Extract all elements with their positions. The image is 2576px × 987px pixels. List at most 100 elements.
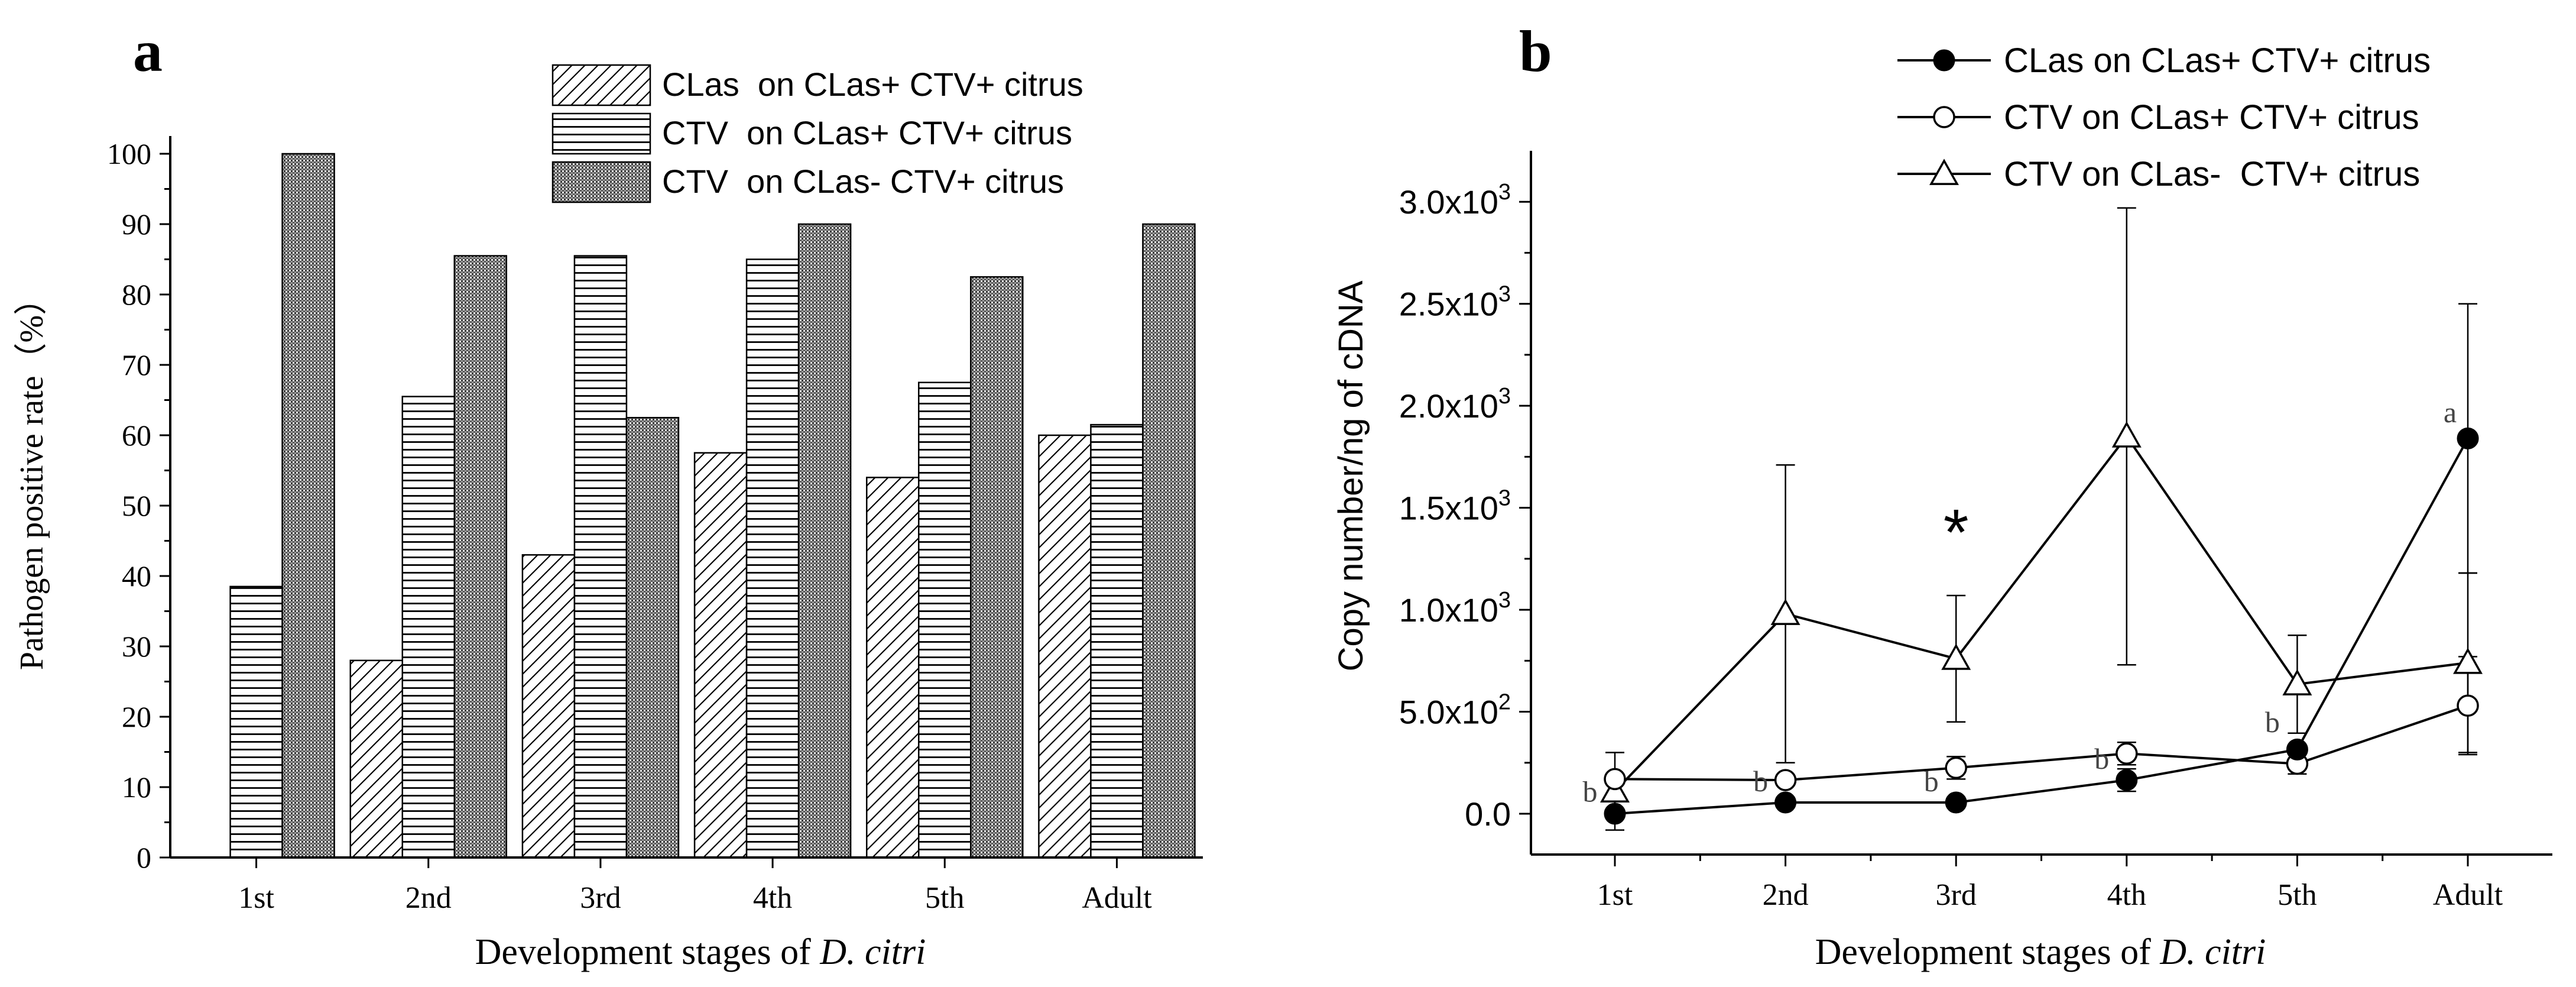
panel-b-y-tick-label: 2.5x103 — [1399, 282, 1511, 323]
panel-a-legend-label-3: CTV on CLas- CTV+ citrus — [662, 163, 1064, 200]
panel-b-x-tick-label: Adult — [2433, 878, 2503, 912]
panel-a-x-axis-label-italic: D. citri — [819, 932, 926, 972]
panel-a-legend-label-1: CLas on CLas+ CTV+ citrus — [662, 66, 1083, 103]
panel-b-point-ctv-on-clas-ctv-citrus-4th — [2111, 421, 2142, 448]
panel-b-point-clas-on-clas-ctv-citrus-3rd — [1945, 791, 1967, 814]
significance-letter: a — [2444, 396, 2457, 429]
panel-b-point-clas-on-clas-ctv-citrus-adult — [2457, 427, 2479, 449]
panel-a-legend-swatch-3 — [551, 161, 651, 203]
panel-a-bar-ctv-on-clas-ctv-citrus-3rd — [625, 417, 680, 859]
panel-b-y-tick-base: 5.0x10 — [1399, 694, 1498, 731]
panel-a-y-tick-label: 10 — [122, 771, 151, 804]
panel-b-y-tick-base: 0.0 — [1465, 795, 1511, 833]
panel-b-legend-label-3: CTV on CLas- CTV+ citrus — [2004, 155, 2420, 193]
panel-a-y-tick-label: 100 — [107, 137, 151, 170]
panel-a-x-tick-label: 5th — [925, 881, 964, 915]
panel-a-bar-clas-on-clas-ctv-citrus-4th — [693, 452, 748, 859]
panel-b-legend-label-1: CLas on CLas+ CTV+ citrus — [2004, 41, 2431, 80]
panel-a-y-tick-label: 30 — [122, 630, 151, 663]
significance-letter: b — [1583, 775, 1598, 808]
panel-b-x-axis-label: Development stages of D. citri — [1815, 932, 2266, 972]
panel-b-legend-marker-2 — [1933, 106, 1955, 128]
panel-a-y-tick-label: 40 — [122, 559, 151, 593]
significance-asterisk: * — [1944, 496, 1969, 569]
panel-a-legend-swatch-1 — [551, 64, 651, 106]
panel-b-y-tick-exponent: 3 — [1498, 180, 1511, 205]
panel-a-bar-ctv-on-clas-ctv-citrus-2nd — [401, 396, 455, 859]
panel-a-x-tick-label: Adult — [1082, 881, 1152, 915]
panel-a-bar-ctv-on-clas-ctv-citrus-4th — [797, 223, 852, 859]
panel-b-x-tick-label: 5th — [2277, 878, 2317, 912]
panel-a-bar-ctv-on-clas-ctv-citrus-4th — [745, 258, 800, 859]
panel-a-y-axis-label: Pathogen positive rate（%） — [14, 282, 50, 670]
panel-a-x-tick-label: 4th — [753, 881, 792, 915]
panel-a-x-tick-label: 1st — [238, 881, 274, 915]
panel-b-x-tick-label: 4th — [2107, 878, 2146, 912]
panel-b-axes: 0.05.0x1021.0x1031.5x1032.0x1032.5x1033.… — [1399, 151, 2552, 912]
panel-a-bar-ctv-on-clas-ctv-citrus-1st — [229, 585, 283, 859]
panel-b-point-ctv-on-clas-ctv-citrus-2nd — [1774, 769, 1797, 791]
panel-b-y-tick-exponent: 3 — [1498, 384, 1511, 409]
panel-a-bar-ctv-on-clas-ctv-citrus-3rd — [573, 255, 628, 859]
panel-b-x-tick-label: 1st — [1597, 878, 1633, 912]
panel-a-y-tick-label: 90 — [122, 208, 151, 241]
panel-b-x-tick-label: 2nd — [1763, 878, 1809, 912]
panel-b-y-tick-label: 3.0x103 — [1399, 180, 1511, 221]
panel-a-y-tick-label: 50 — [122, 489, 151, 522]
panel-b-point-ctv-on-clas-ctv-citrus-2nd — [1770, 598, 1800, 625]
panel-b-legend-label-2: CTV on CLas+ CTV+ citrus — [2004, 98, 2419, 137]
panel-b-y-tick-label: 1.0x103 — [1399, 588, 1511, 629]
panel-b-point-ctv-on-clas-ctv-citrus-adult — [2457, 694, 2479, 717]
panel-a-y-tick-label: 70 — [122, 348, 151, 381]
panel-b-line-ctv-on-clas-ctv-citrus — [1614, 704, 2468, 782]
panel-a-y-tick-label: 0 — [137, 841, 151, 874]
panel-b-y-tick-base: 1.0x10 — [1399, 591, 1498, 629]
panel-b-y-tick-exponent: 3 — [1498, 588, 1511, 613]
panel-b-y-tick-label: 2.0x103 — [1399, 384, 1511, 425]
panel-b-y-axis-label: Copy number/ng of cDNA — [1332, 280, 1370, 671]
panel-b-point-ctv-on-clas-ctv-citrus-3rd — [1945, 756, 1967, 779]
panel-a-bar-chart: a 0 10 20 30 40 50 60 70 80 90 100 1st 2nd 3rd 4th 5th A… — [14, 18, 1203, 972]
panel-a-bar-clas-on-clas-ctv-citrus-3rd — [521, 554, 576, 859]
panel-b-y-tick-base: 2.5x10 — [1399, 286, 1498, 323]
panel-b-line-clas-on-clas-ctv-citrus — [1614, 438, 2469, 816]
significance-letter: b — [2094, 742, 2109, 775]
panel-b-label: b — [1519, 18, 1552, 84]
significance-letter: b — [1753, 765, 1768, 798]
panel-a-axes: 0 10 20 30 40 50 60 70 80 90 100 1st 2nd 3rd 4th 5th Adu… — [107, 136, 1203, 915]
panel-b-line-chart: b 0.05.0x1021.0x1031.5x1032.0x1032.5x103… — [1332, 18, 2552, 972]
panel-a-bar-ctv-on-clas-ctv-citrus-adult — [1090, 423, 1144, 859]
panel-a-x-tick-label: 2nd — [405, 881, 452, 915]
panel-b-y-tick-base: 1.5x10 — [1399, 490, 1498, 527]
panel-b-legend: CLas on CLas+ CTV+ citrus CTV on CLas+ CT… — [1897, 41, 2431, 193]
panel-b-y-tick-label: 1.5x103 — [1399, 486, 1511, 527]
panel-b-x-axis-label-italic: D. citri — [2159, 932, 2266, 972]
panel-a-bar-ctv-on-clas-ctv-citrus-adult — [1142, 223, 1196, 859]
panel-b-y-tick-base: 2.0x10 — [1399, 387, 1498, 425]
panel-a-bar-clas-on-clas-ctv-citrus-adult — [1038, 434, 1092, 859]
panel-a-label: a — [133, 18, 163, 84]
panel-a-y-tick-label: 60 — [122, 419, 151, 452]
panel-a-legend: CLas on CLas+ CTV+ citrus CTV on CLas+ CT… — [551, 64, 1083, 203]
panel-a-bar-ctv-on-clas-ctv-citrus-5th — [918, 381, 972, 859]
panel-b-point-ctv-on-clas-ctv-citrus-5th — [2282, 669, 2312, 695]
panel-a-legend-swatch-2 — [551, 112, 651, 155]
panel-b-y-tick-label: 5.0x102 — [1399, 690, 1511, 731]
panel-a-x-tick-label: 3rd — [580, 881, 621, 915]
panel-b-y-tick-exponent: 3 — [1498, 282, 1511, 307]
panel-b-x-tick-label: 3rd — [1936, 878, 1977, 912]
panel-b-legend-marker-3 — [1929, 158, 1959, 185]
panel-b-series — [1600, 207, 2483, 831]
panel-b-point-clas-on-clas-ctv-citrus-5th — [2286, 738, 2308, 761]
panel-a-bar-clas-on-clas-ctv-citrus-2nd — [349, 659, 403, 859]
panel-b-legend-marker-1 — [1933, 49, 1955, 72]
significance-letter: b — [2265, 706, 2280, 739]
panel-b-point-clas-on-clas-ctv-citrus-4th — [2116, 769, 2138, 791]
panel-a-x-axis-label: Development stages of D. citri — [475, 932, 926, 972]
panel-b-y-tick-base: 3.0x10 — [1399, 183, 1498, 221]
panel-b-line-ctv-on-clas-ctv-citrus — [1614, 434, 2468, 792]
panel-a-bar-clas-on-clas-ctv-citrus-5th — [866, 477, 920, 859]
panel-a-y-tick-label: 20 — [122, 700, 151, 733]
panel-b-y-tick-exponent: 2 — [1498, 690, 1511, 715]
